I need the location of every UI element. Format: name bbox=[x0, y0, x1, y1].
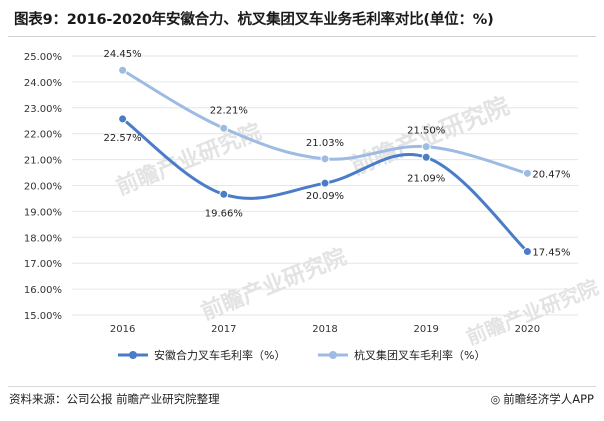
data-point bbox=[118, 65, 128, 75]
legend-marker bbox=[129, 351, 137, 359]
data-label: 22.21% bbox=[210, 105, 248, 116]
data-point bbox=[219, 189, 229, 199]
circle-logo-icon: ◎ bbox=[490, 393, 501, 406]
title-divider bbox=[8, 36, 596, 37]
x-tick-label: 2020 bbox=[515, 324, 540, 335]
y-tick-label: 23.00% bbox=[24, 104, 62, 115]
y-tick-label: 16.00% bbox=[24, 285, 62, 296]
data-point bbox=[118, 114, 128, 124]
brand-text: 前瞻经济学人APP bbox=[503, 392, 594, 406]
legend: 安徽合力叉车毛利率（%） 杭叉集团叉车毛利率（%） bbox=[118, 348, 485, 362]
x-tick-label: 2019 bbox=[413, 324, 438, 335]
data-label: 17.45% bbox=[532, 248, 570, 259]
brand-label: ◎ 前瞻经济学人APP bbox=[491, 391, 594, 407]
data-label: 24.45% bbox=[104, 49, 142, 60]
data-point bbox=[219, 123, 229, 133]
data-point bbox=[522, 247, 532, 257]
y-axis: 15.00% 16.00% 17.00% 18.00% 19.00% 20.00% 21.0… bbox=[24, 52, 62, 322]
y-tick-label: 18.00% bbox=[24, 233, 62, 244]
watermark-text: 前瞻产业研究院 bbox=[463, 275, 602, 350]
x-axis: 2016 2017 2018 2019 2020 bbox=[110, 324, 540, 335]
y-tick-label: 19.00% bbox=[24, 207, 62, 218]
y-tick-label: 25.00% bbox=[24, 52, 62, 63]
data-label: 21.50% bbox=[407, 126, 445, 137]
data-label: 21.03% bbox=[306, 138, 344, 149]
y-tick-label: 15.00% bbox=[24, 311, 62, 322]
chart-title: 图表9：2016-2020年安徽合力、杭叉集团叉车业务毛利率对比(单位：%) bbox=[14, 12, 494, 28]
data-label: 19.66% bbox=[205, 208, 243, 219]
data-label: 22.57% bbox=[104, 133, 142, 144]
watermark-text: 前瞻产业研究院 bbox=[198, 244, 351, 326]
data-point bbox=[522, 168, 532, 178]
series-group: 22.57% 19.66% 20.09% 21.09% 17.45% 24.45% 22.2… bbox=[104, 49, 571, 258]
x-tick-label: 2018 bbox=[312, 324, 337, 335]
legend-label: 杭叉集团叉车毛利率（%） bbox=[354, 348, 485, 362]
legend-marker bbox=[329, 351, 337, 359]
legend-label: 安徽合力叉车毛利率（%） bbox=[154, 348, 285, 362]
data-label: 21.09% bbox=[407, 173, 445, 184]
data-point bbox=[421, 152, 431, 162]
data-point bbox=[320, 154, 330, 164]
y-tick-label: 21.00% bbox=[24, 156, 62, 167]
x-tick-label: 2016 bbox=[110, 324, 135, 335]
data-point bbox=[320, 178, 330, 188]
x-tick-label: 2017 bbox=[211, 324, 236, 335]
footer-divider bbox=[8, 386, 596, 387]
y-tick-label: 24.00% bbox=[24, 78, 62, 89]
y-tick-label: 22.00% bbox=[24, 130, 62, 141]
data-point bbox=[421, 142, 431, 152]
y-tick-label: 17.00% bbox=[24, 259, 62, 270]
source-note: 资料来源：公司公报 前瞻产业研究院整理 bbox=[9, 392, 220, 406]
y-tick-label: 20.00% bbox=[24, 182, 62, 193]
data-label: 20.09% bbox=[306, 191, 344, 202]
data-label: 20.47% bbox=[532, 169, 570, 180]
